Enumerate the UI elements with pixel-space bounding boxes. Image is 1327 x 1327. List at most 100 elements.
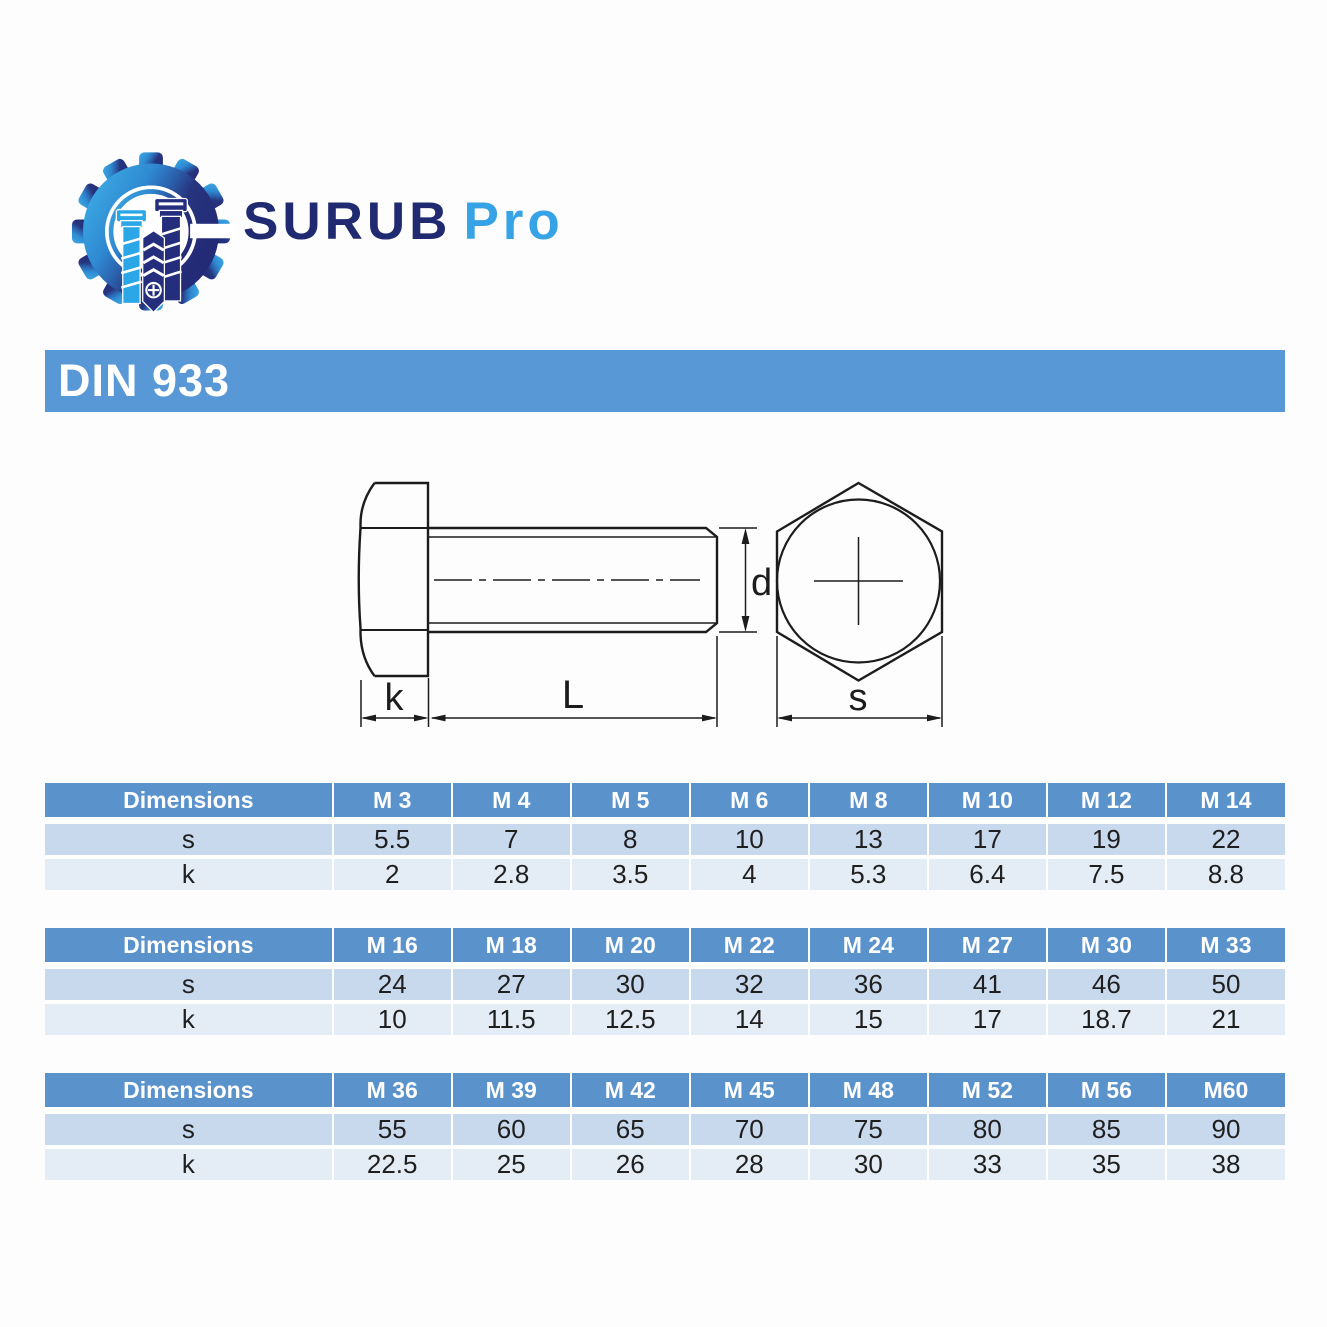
bolt-side-view bbox=[357, 481, 719, 678]
dimension-value-cell: 50 bbox=[1165, 965, 1285, 1004]
table-row-k: k 22.5 25 26 28 30 33 35 38 bbox=[45, 1147, 1285, 1180]
surub-pro-logo-icon bbox=[66, 146, 236, 322]
size-column-header: M 18 bbox=[451, 928, 572, 969]
dimensions-header-cell: Dimensions bbox=[45, 928, 334, 969]
size-column-header: M60 bbox=[1165, 1073, 1285, 1114]
dimension-value-cell: 27 bbox=[451, 965, 572, 1004]
dim-label-s: s bbox=[849, 677, 868, 719]
table-row-s: s 24 27 30 32 36 41 46 50 bbox=[45, 965, 1285, 1004]
table-row-k: k 2 2.8 3.5 4 5.3 6.4 7.5 8.8 bbox=[45, 857, 1285, 890]
bolt-end-view bbox=[775, 481, 944, 682]
size-column-header: M 42 bbox=[570, 1073, 691, 1114]
dimension-value-cell: 36 bbox=[808, 965, 929, 1004]
dimension-value-cell: 25 bbox=[451, 1147, 572, 1180]
dimension-value-cell: 12.5 bbox=[570, 1002, 691, 1035]
brand-name: SURUB bbox=[243, 192, 452, 251]
size-column-header: M 3 bbox=[332, 783, 453, 824]
size-column-header: M 24 bbox=[808, 928, 929, 969]
dimension-k-l bbox=[360, 636, 718, 727]
dimension-value-cell: 46 bbox=[1046, 965, 1167, 1004]
dimension-value-cell: 2.8 bbox=[451, 857, 572, 890]
size-column-header: M 5 bbox=[570, 783, 691, 824]
dimension-value-cell: 8 bbox=[570, 820, 691, 859]
dimension-value-cell: 4 bbox=[689, 857, 810, 890]
dimension-value-cell: 38 bbox=[1165, 1147, 1285, 1180]
dimension-value-cell: 8.8 bbox=[1165, 857, 1285, 890]
dim-label-L: L bbox=[562, 673, 584, 717]
size-column-header: M 48 bbox=[808, 1073, 929, 1114]
dimension-value-cell: 24 bbox=[332, 965, 453, 1004]
dimension-value-cell: 5.3 bbox=[808, 857, 929, 890]
dimensions-table-3: Dimensions M 36 M 39 M 42 M 45 M 48 M 52 M 56 M6… bbox=[45, 1073, 1285, 1180]
row-label: k bbox=[45, 1147, 334, 1180]
dimensions-header-cell: Dimensions bbox=[45, 1073, 334, 1114]
size-column-header: M 22 bbox=[689, 928, 810, 969]
dimension-value-cell: 19 bbox=[1046, 820, 1167, 859]
brand-header: SURUB Pro bbox=[0, 0, 1327, 340]
dimension-value-cell: 13 bbox=[808, 820, 929, 859]
dimension-value-cell: 41 bbox=[927, 965, 1048, 1004]
size-column-header: M 14 bbox=[1165, 783, 1285, 824]
dimension-value-cell: 26 bbox=[570, 1147, 691, 1180]
dimension-value-cell: 28 bbox=[689, 1147, 810, 1180]
dimension-d bbox=[719, 527, 757, 633]
brand-text: SURUB Pro bbox=[243, 192, 564, 252]
dimension-value-cell: 65 bbox=[570, 1110, 691, 1149]
size-column-header: M 8 bbox=[808, 783, 929, 824]
dimension-value-cell: 2 bbox=[332, 857, 453, 890]
row-label: s bbox=[45, 1110, 334, 1149]
dimension-value-cell: 6.4 bbox=[927, 857, 1048, 890]
size-column-header: M 39 bbox=[451, 1073, 572, 1114]
table-row-k: k 10 11.5 12.5 14 15 17 18.7 21 bbox=[45, 1002, 1285, 1035]
screw-icon bbox=[142, 229, 166, 314]
dimension-value-cell: 80 bbox=[927, 1110, 1048, 1149]
dimension-value-cell: 32 bbox=[689, 965, 810, 1004]
size-column-header: M 4 bbox=[451, 783, 572, 824]
size-column-header: M 10 bbox=[927, 783, 1048, 824]
table-row-s: s 55 60 65 70 75 80 85 90 bbox=[45, 1110, 1285, 1149]
row-label: s bbox=[45, 820, 334, 859]
dim-label-d: d bbox=[751, 562, 772, 604]
dimension-value-cell: 22.5 bbox=[332, 1147, 453, 1180]
row-label: s bbox=[45, 965, 334, 1004]
dim-label-k: k bbox=[385, 677, 405, 719]
banner-title: DIN 933 bbox=[58, 355, 231, 406]
size-column-header: M 6 bbox=[689, 783, 810, 824]
bolt-drawing-svg: d k L bbox=[357, 481, 944, 727]
size-column-header: M 12 bbox=[1046, 783, 1167, 824]
size-column-header: M 27 bbox=[927, 928, 1048, 969]
size-column-header: M 16 bbox=[332, 928, 453, 969]
brand-suffix: Pro bbox=[463, 192, 564, 251]
size-column-header: M 30 bbox=[1046, 928, 1167, 969]
din-standard-banner: DIN 933 bbox=[45, 350, 1285, 412]
dimension-value-cell: 15 bbox=[808, 1002, 929, 1035]
dimension-value-cell: 30 bbox=[570, 965, 691, 1004]
dimension-value-cell: 7.5 bbox=[1046, 857, 1167, 890]
dimension-s bbox=[776, 636, 943, 727]
dimension-value-cell: 30 bbox=[808, 1147, 929, 1180]
dimension-value-cell: 22 bbox=[1165, 820, 1285, 859]
size-column-header: M 20 bbox=[570, 928, 691, 969]
dimension-value-cell: 14 bbox=[689, 1002, 810, 1035]
size-column-header: M 33 bbox=[1165, 928, 1285, 969]
dimension-value-cell: 70 bbox=[689, 1110, 810, 1149]
size-column-header: M 52 bbox=[927, 1073, 1048, 1114]
dimension-value-cell: 90 bbox=[1165, 1110, 1285, 1149]
dimension-value-cell: 10 bbox=[332, 1002, 453, 1035]
gear-screws-icon bbox=[71, 152, 236, 314]
row-label: k bbox=[45, 1002, 334, 1035]
dimension-value-cell: 18.7 bbox=[1046, 1002, 1167, 1035]
size-column-header: M 36 bbox=[332, 1073, 453, 1114]
dimension-value-cell: 3.5 bbox=[570, 857, 691, 890]
row-label: k bbox=[45, 857, 334, 890]
table-row-s: s 5.5 7 8 10 13 17 19 22 bbox=[45, 820, 1285, 859]
dimension-value-cell: 85 bbox=[1046, 1110, 1167, 1149]
dimension-value-cell: 5.5 bbox=[332, 820, 453, 859]
dimension-value-cell: 35 bbox=[1046, 1147, 1167, 1180]
dimension-value-cell: 55 bbox=[332, 1110, 453, 1149]
dimension-value-cell: 11.5 bbox=[451, 1002, 572, 1035]
dimensions-header-cell: Dimensions bbox=[45, 783, 334, 824]
